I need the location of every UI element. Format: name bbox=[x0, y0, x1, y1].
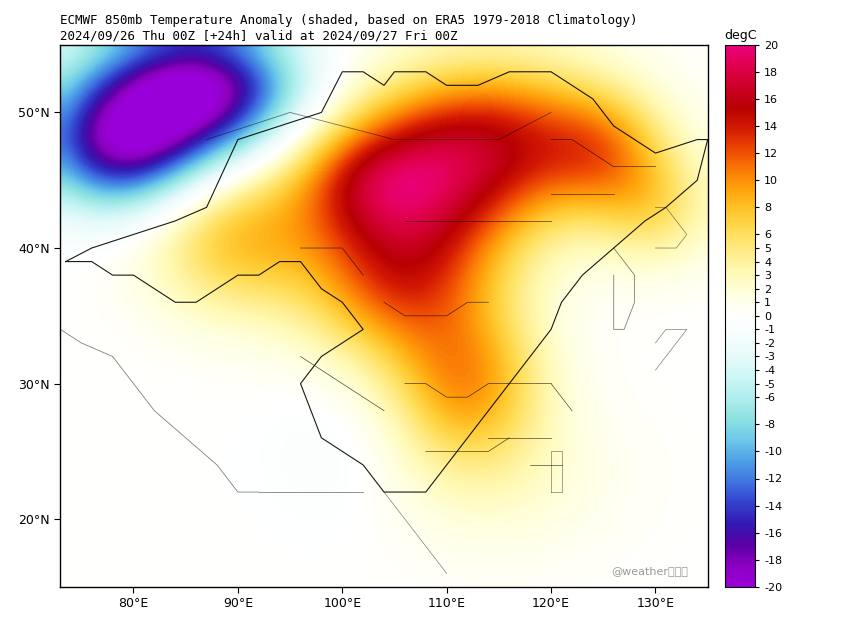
Text: @weather爱好者: @weather爱好者 bbox=[611, 566, 689, 576]
Text: ECMWF 850mb Temperature Anomaly (shaded, based on ERA5 1979-2018 Climatology)
20: ECMWF 850mb Temperature Anomaly (shaded,… bbox=[60, 14, 638, 42]
Title: degC: degC bbox=[724, 29, 756, 42]
